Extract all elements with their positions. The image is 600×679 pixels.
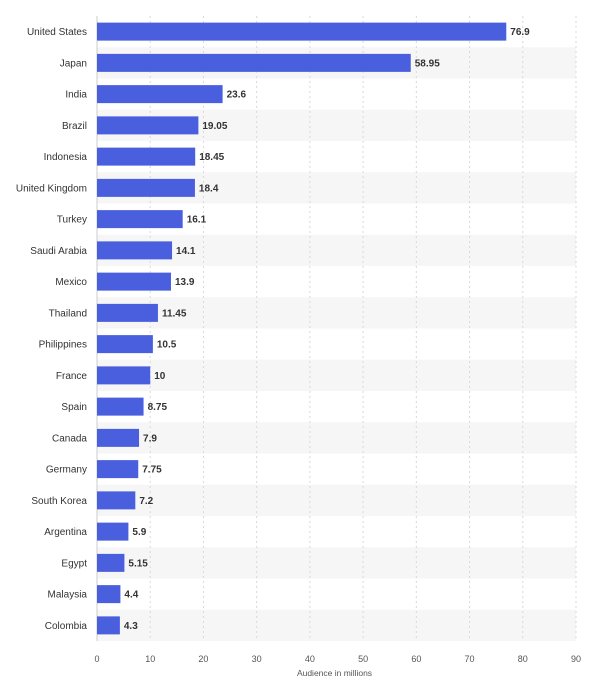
category-label: Canada — [52, 433, 87, 444]
row-stripes — [97, 47, 576, 641]
row-stripe — [97, 609, 576, 641]
value-label: 10 — [154, 371, 166, 382]
bar — [97, 178, 195, 197]
bar — [97, 460, 139, 479]
category-label: India — [65, 90, 87, 101]
bar — [97, 335, 153, 354]
x-tick-label: 0 — [94, 654, 99, 664]
bar — [97, 585, 121, 604]
category-label: South Korea — [31, 496, 87, 507]
bar — [97, 428, 140, 447]
x-tick-labels: 0 10 20 30 40 50 60 70 80 90 — [94, 654, 581, 664]
value-label: 7.2 — [139, 496, 153, 507]
x-tick-label: 90 — [571, 654, 581, 664]
bar — [97, 616, 120, 635]
value-label: 13.9 — [175, 277, 195, 288]
x-tick-label: 10 — [145, 654, 155, 664]
bar — [97, 116, 199, 135]
bar — [97, 22, 507, 41]
value-label: 18.4 — [199, 183, 219, 194]
bars — [97, 22, 507, 635]
value-label: 11.45 — [162, 308, 187, 319]
value-label: 4.4 — [124, 590, 138, 601]
value-label: 8.75 — [148, 402, 168, 413]
value-label: 7.9 — [143, 433, 157, 444]
value-label: 5.15 — [128, 558, 148, 569]
value-label: 16.1 — [187, 215, 207, 226]
category-label: Mexico — [55, 277, 87, 288]
category-label: Thailand — [49, 308, 87, 319]
bar — [97, 553, 125, 572]
bar — [97, 85, 223, 104]
row-stripe — [97, 422, 576, 454]
category-label: Philippines — [39, 340, 87, 351]
category-label: United States — [27, 27, 87, 38]
bar — [97, 210, 183, 229]
bar — [97, 522, 129, 541]
value-label: 4.3 — [124, 621, 138, 632]
category-label: United Kingdom — [16, 183, 87, 194]
x-axis-title: Audience in millions — [297, 668, 372, 678]
category-label: Malaysia — [48, 590, 88, 601]
x-tick-label: 50 — [358, 654, 368, 664]
value-labels: 76.9 58.95 23.6 19.05 18.45 18.4 16.1 14.1 13.9 1… — [124, 27, 530, 632]
category-label: Egypt — [61, 558, 87, 569]
value-label: 58.95 — [415, 58, 440, 69]
bar — [97, 272, 171, 291]
bar — [97, 303, 158, 322]
category-label: France — [56, 371, 88, 382]
bar — [97, 147, 196, 166]
bar — [97, 241, 173, 260]
value-label: 76.9 — [510, 27, 530, 38]
value-label: 19.05 — [202, 121, 227, 132]
category-label: Saudi Arabia — [30, 246, 87, 257]
row-stripe — [97, 547, 576, 579]
bar — [97, 397, 144, 416]
category-labels: United States Japan India Brazil Indonesia Un… — [16, 27, 88, 632]
category-label: Turkey — [57, 215, 87, 226]
row-stripe — [97, 359, 576, 391]
row-stripe — [97, 297, 576, 329]
value-label: 14.1 — [176, 246, 196, 257]
category-label: Indonesia — [44, 152, 88, 163]
x-tick-label: 60 — [411, 654, 421, 664]
category-label: Japan — [60, 58, 87, 69]
bar — [97, 366, 151, 385]
gridlines — [149, 16, 577, 641]
category-label: Spain — [61, 402, 87, 413]
category-label: Germany — [46, 465, 87, 476]
value-label: 10.5 — [157, 340, 177, 351]
category-label: Brazil — [62, 121, 87, 132]
value-label: 18.45 — [199, 152, 224, 163]
x-tick-label: 20 — [198, 654, 208, 664]
value-label: 23.6 — [227, 90, 247, 101]
row-stripe — [97, 234, 576, 266]
row-stripe — [97, 484, 576, 516]
x-tick-label: 80 — [518, 654, 528, 664]
x-tick-label: 40 — [305, 654, 315, 664]
bar — [97, 53, 411, 72]
value-label: 5.9 — [132, 527, 146, 538]
x-tick-label: 70 — [465, 654, 475, 664]
category-label: Argentina — [44, 527, 87, 538]
value-label: 7.75 — [142, 465, 162, 476]
bar — [97, 491, 136, 510]
category-label: Colombia — [45, 621, 88, 632]
x-tick-label: 30 — [252, 654, 262, 664]
